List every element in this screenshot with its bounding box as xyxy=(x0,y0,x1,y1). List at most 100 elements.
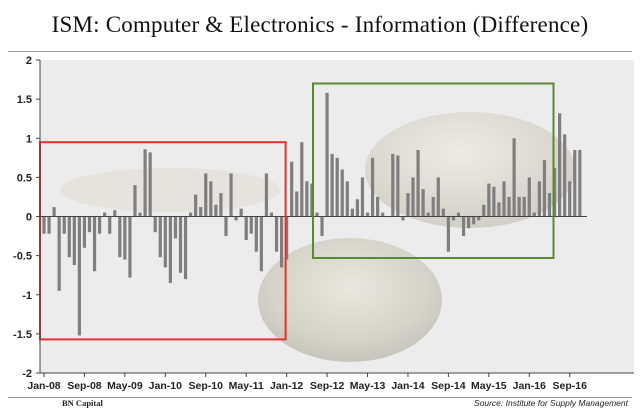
bar xyxy=(406,193,410,217)
bar xyxy=(335,157,339,217)
x-tick-label: Jan-12 xyxy=(270,380,303,392)
bar xyxy=(183,216,188,280)
y-tick-label: -0.5 xyxy=(13,251,32,263)
bar xyxy=(77,216,81,336)
bar xyxy=(552,167,557,217)
y-axis: 2 1.5 1 0.5 0 -0.5 -1 -1.5 -2 xyxy=(13,55,41,380)
x-tick-label: Jan-16 xyxy=(513,380,546,392)
bar xyxy=(411,177,415,217)
bar xyxy=(128,216,132,278)
bar xyxy=(573,149,577,217)
bar xyxy=(153,216,157,233)
y-tick-label: -1.5 xyxy=(13,329,32,341)
bar xyxy=(441,208,445,217)
x-tick-label: Sep-14 xyxy=(431,380,466,392)
bar xyxy=(456,212,461,217)
y-tick-label: -1 xyxy=(22,290,32,302)
bar xyxy=(416,149,420,217)
x-tick-label: May-11 xyxy=(229,380,264,392)
bar xyxy=(472,216,476,225)
bar xyxy=(436,177,440,217)
bar xyxy=(300,142,304,217)
y-tick-label: 1 xyxy=(26,133,32,145)
chart-title: ISM: Computer & Electronics - Informatio… xyxy=(51,12,589,37)
stone-shape xyxy=(258,238,442,362)
bar xyxy=(229,173,233,217)
bar xyxy=(234,216,238,221)
bar xyxy=(42,216,46,234)
x-tick-label: Sep-08 xyxy=(67,380,102,392)
bar xyxy=(148,152,152,217)
bar xyxy=(264,173,269,217)
bar xyxy=(431,196,435,217)
bar xyxy=(482,204,486,217)
bar xyxy=(370,157,375,217)
bar xyxy=(532,212,536,217)
bar xyxy=(249,216,253,234)
bar xyxy=(325,92,329,217)
bar xyxy=(82,216,87,248)
bar xyxy=(57,216,61,291)
bar xyxy=(502,181,506,217)
bar xyxy=(507,196,511,217)
bar xyxy=(527,177,531,217)
bar xyxy=(92,216,97,272)
bar xyxy=(446,216,450,252)
bar xyxy=(401,216,405,221)
bar xyxy=(310,183,314,217)
bar xyxy=(461,216,466,237)
bar xyxy=(563,134,567,217)
bar xyxy=(168,216,172,284)
bar xyxy=(350,208,354,217)
bar xyxy=(558,113,562,217)
x-tick-label: Sep-10 xyxy=(189,380,224,392)
bar xyxy=(320,216,324,237)
bar xyxy=(381,212,385,217)
x-tick-label: May-15 xyxy=(471,380,507,392)
bar xyxy=(497,202,501,217)
bar xyxy=(512,138,516,217)
footer-brand: BN Capital xyxy=(62,398,103,408)
bar xyxy=(295,191,299,217)
bar xyxy=(315,212,319,217)
bar xyxy=(163,216,167,268)
bar xyxy=(376,196,380,217)
bar xyxy=(98,216,102,234)
bar xyxy=(487,183,491,217)
bar xyxy=(517,196,521,217)
bar xyxy=(254,216,258,252)
bar xyxy=(244,216,248,240)
footer-divider xyxy=(8,397,632,398)
bar xyxy=(274,216,279,252)
bar xyxy=(396,155,400,217)
bar xyxy=(87,216,92,233)
bar xyxy=(178,216,183,273)
y-tick-label: 0 xyxy=(26,212,32,224)
footer-source: Source: Institute for Supply Management xyxy=(473,398,628,408)
y-tick-label: 1.5 xyxy=(17,94,32,106)
x-tick-label: Sep-12 xyxy=(310,380,345,392)
bar xyxy=(568,181,572,217)
bar xyxy=(67,216,71,258)
bar xyxy=(467,216,471,229)
bar xyxy=(133,185,137,217)
bar xyxy=(391,153,395,217)
x-tick-label: Jan-10 xyxy=(149,380,182,392)
bar xyxy=(123,216,127,260)
bar xyxy=(209,181,213,217)
bar xyxy=(547,193,552,217)
title-divider xyxy=(8,51,632,52)
bar xyxy=(269,212,274,217)
x-tick-label: May-13 xyxy=(350,380,386,392)
x-axis: Jan-08 Sep-08 May-09 Jan-10 Sep-10 May-11 Jan-… xyxy=(27,372,634,392)
bar xyxy=(345,181,349,217)
bar xyxy=(537,181,541,217)
bar xyxy=(492,186,496,217)
bar xyxy=(52,207,56,217)
bar xyxy=(477,216,481,221)
x-tick-label: May-09 xyxy=(107,380,143,392)
bar xyxy=(224,216,228,237)
bar xyxy=(421,189,425,217)
bar xyxy=(113,210,117,217)
bar xyxy=(189,212,193,217)
